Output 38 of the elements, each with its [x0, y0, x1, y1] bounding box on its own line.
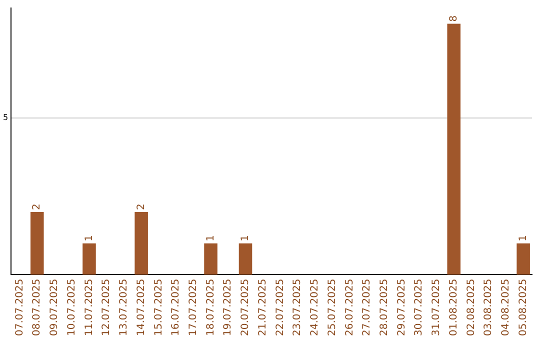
x-tick-label: 21.07.2025 — [257, 278, 268, 336]
data-label: 2 — [32, 204, 43, 210]
x-tick-label: 01.08.2025 — [448, 278, 460, 336]
x-tick-label: 19.07.2025 — [222, 278, 234, 336]
data-label: 1 — [205, 234, 216, 242]
x-tick-label: 02.08.2025 — [466, 278, 477, 336]
x-tick-label: 18.07.2025 — [205, 278, 216, 336]
x-tick-label: 10.07.2025 — [66, 278, 78, 336]
x-tick-label: 09.07.2025 — [49, 278, 60, 336]
x-tick-label: 08.07.2025 — [32, 278, 43, 336]
data-label: 1 — [84, 234, 95, 242]
x-tick-label: 22.07.2025 — [274, 278, 286, 336]
x-tick-label: 25.07.2025 — [326, 278, 338, 336]
x-tick-label: 23.07.2025 — [292, 278, 304, 336]
x-tick-label: 16.07.2025 — [170, 278, 182, 336]
x-tick-label: 30.07.2025 — [414, 278, 425, 336]
x-tick-label: 11.07.2025 — [84, 278, 95, 336]
x-tick-label: 31.07.2025 — [431, 278, 442, 336]
x-tick-label: 27.07.2025 — [362, 278, 373, 336]
x-tick-label: 17.07.2025 — [188, 278, 199, 336]
data-label: 1 — [240, 234, 252, 242]
x-tick-label: 14.07.2025 — [136, 278, 147, 336]
x-tick-label: 05.08.2025 — [518, 278, 529, 336]
x-tick-label: 24.07.2025 — [310, 278, 321, 336]
data-label: 1 — [518, 234, 529, 242]
y-tick-label: 5 — [2, 112, 8, 122]
x-tick-label: 15.07.2025 — [153, 278, 164, 336]
x-tick-label: 07.07.2025 — [14, 278, 26, 336]
data-label: 2 — [136, 204, 147, 210]
x-tick-label: 20.07.2025 — [240, 278, 252, 336]
x-tick-label: 12.07.2025 — [101, 278, 112, 336]
x-tick-label: 04.08.2025 — [500, 278, 512, 336]
x-tick-label: 26.07.2025 — [344, 278, 356, 336]
x-tick-label: 03.08.2025 — [483, 278, 494, 336]
x-tick-label: 28.07.2025 — [379, 278, 390, 336]
x-tick-label: 13.07.2025 — [118, 278, 130, 336]
x-tick-label: 29.07.2025 — [396, 278, 408, 336]
data-label: 8 — [448, 15, 460, 22]
